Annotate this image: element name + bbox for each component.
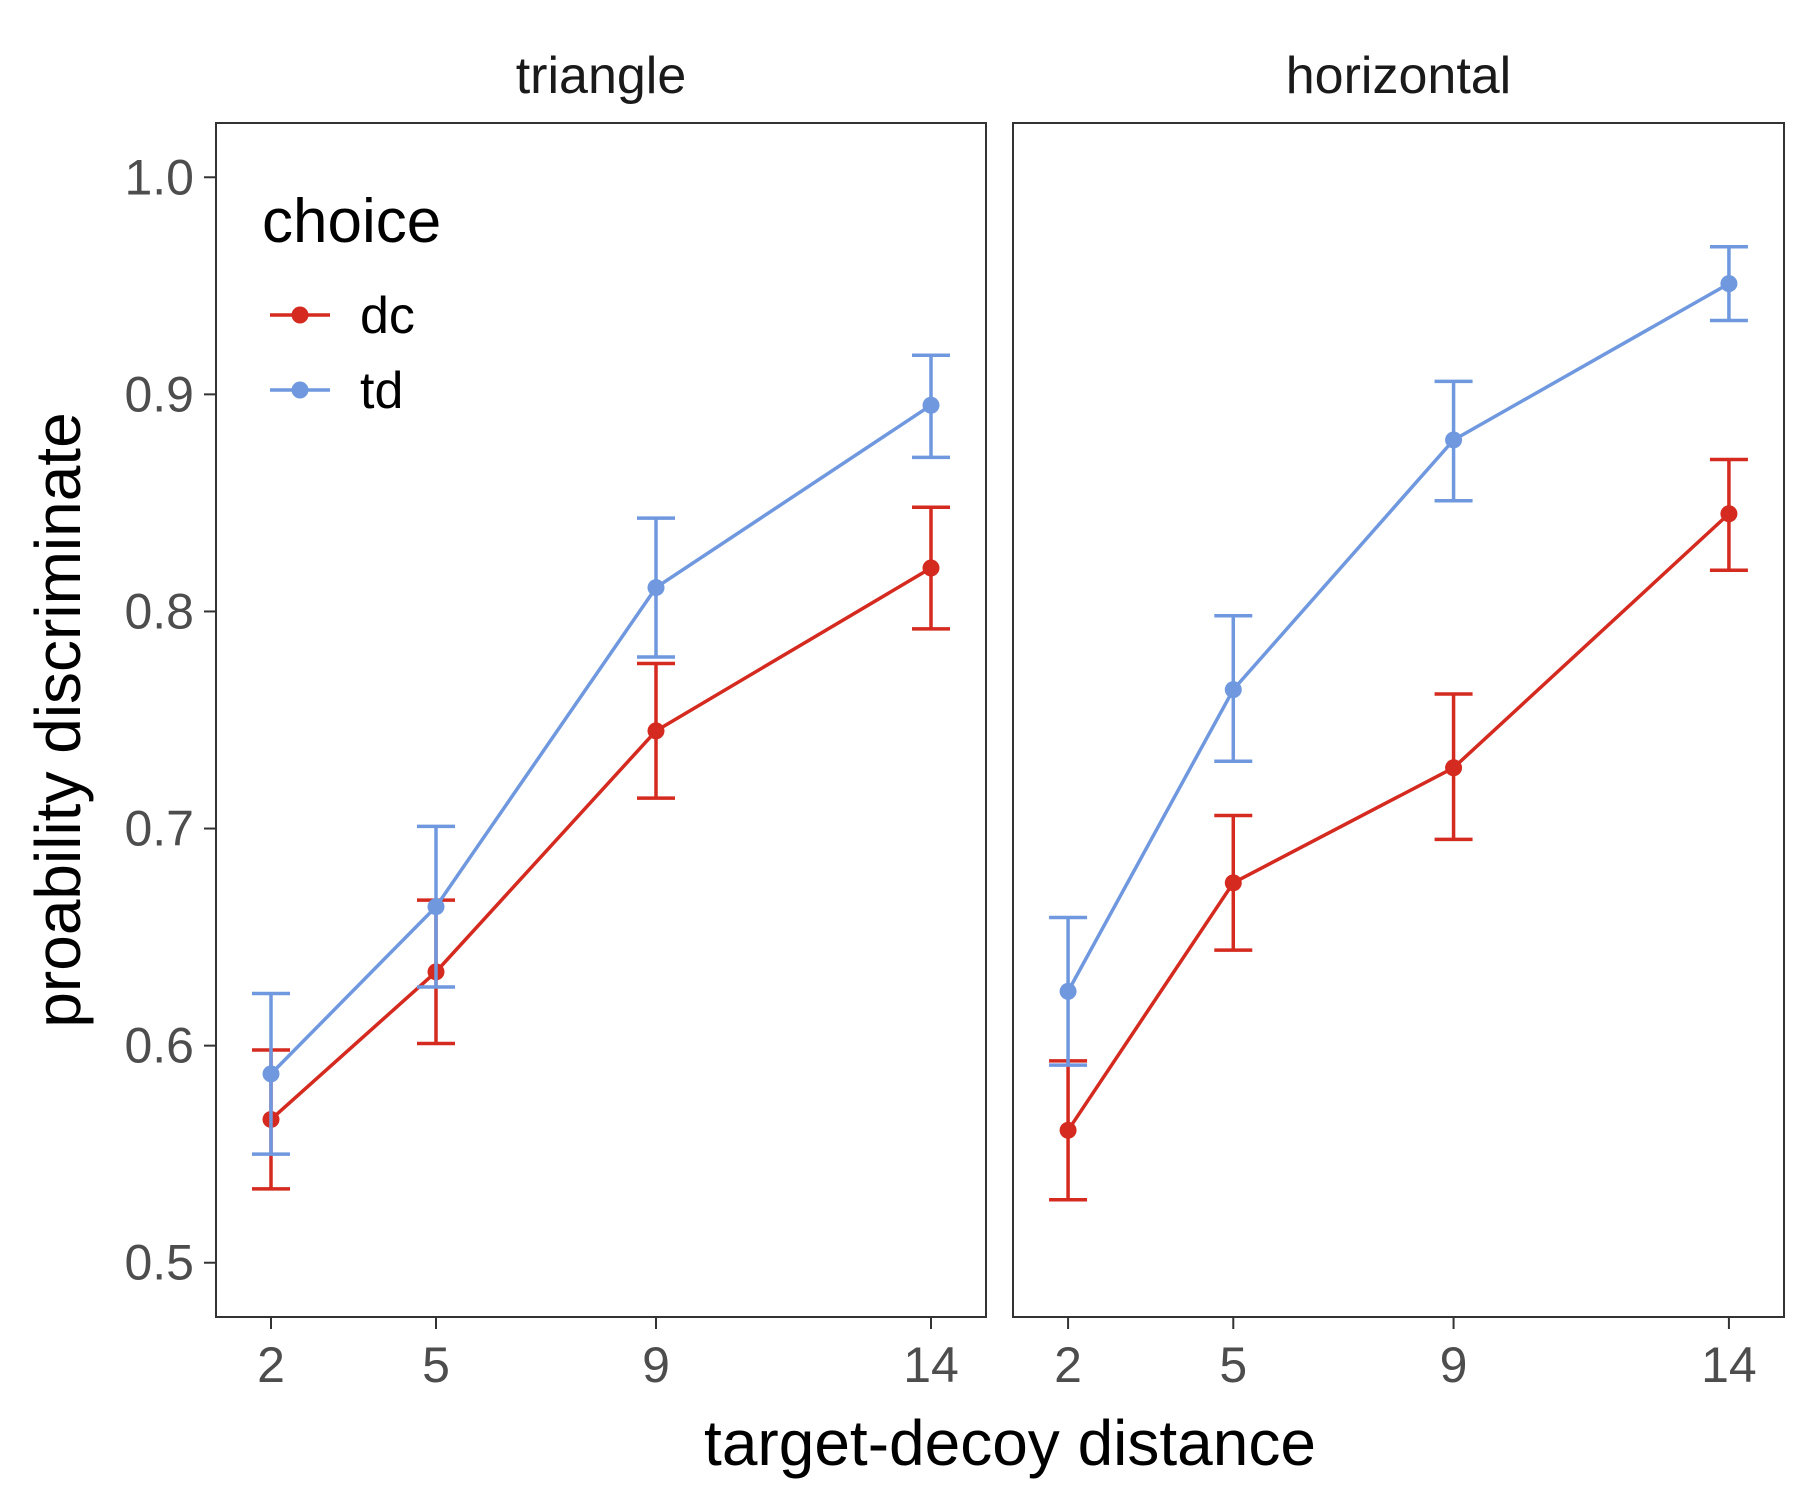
x-tick-label: 14 [903,1337,959,1393]
data-point [1720,275,1738,293]
legend-entry-dc: dc [270,287,415,345]
x-tick-label: 14 [1701,1337,1757,1393]
x-tick-label: 5 [422,1337,450,1393]
data-point [647,579,665,597]
legend-entry-td: td [270,362,403,420]
facet-panels: triangle 2 5 9 14 horizontal 2 5 9 14 [215,47,1785,1393]
y-tick-label: 0.9 [124,366,194,422]
series-dc [1049,457,1748,1202]
legend-key-point [291,381,309,399]
facet-triangle: triangle 2 5 9 14 [215,47,987,1393]
series-td [1049,244,1748,1067]
panel-border [1012,122,1785,1318]
series-line [1066,512,1731,1132]
series-dc [252,505,950,1191]
legend-label: dc [360,287,415,345]
series-td [252,353,950,1156]
legend-label: td [360,362,403,420]
y-tick-label: 0.8 [124,583,194,639]
data-point [647,722,665,740]
y-axis: 0.5 0.6 0.7 0.8 0.9 1.0 [124,149,216,1291]
data-point [922,396,940,414]
data-point [922,559,940,577]
data-point [1224,874,1242,892]
facet-title: triangle [516,47,687,105]
data-point [1059,982,1077,1000]
x-tick-label: 9 [1440,1337,1468,1393]
data-point [1445,431,1463,449]
facet-title: horizontal [1286,47,1511,105]
y-tick-label: 0.7 [124,801,194,857]
facet-horizontal: horizontal 2 5 9 14 [1012,47,1785,1393]
x-tick-label: 5 [1219,1337,1247,1393]
y-tick-label: 0.6 [124,1018,194,1074]
x-tick-label: 2 [257,1337,285,1393]
panel-border [215,122,987,1318]
y-tick-label: 1.0 [124,149,194,205]
data-point [1445,759,1463,777]
y-axis-title: proability discriminate [22,412,94,1027]
legend-title: choice [262,187,441,256]
legend-key-point [291,306,309,324]
y-tick-label: 0.5 [124,1235,194,1291]
data-point [262,1065,280,1083]
x-tick-label: 9 [642,1337,670,1393]
data-point [427,898,445,916]
series-line [1066,282,1730,993]
data-point [1224,681,1242,699]
series-line [269,403,932,1076]
x-tick-label: 2 [1054,1337,1082,1393]
data-point [1059,1121,1077,1139]
data-point [1720,505,1738,523]
series-line [269,566,932,1121]
x-axis-title: target-decoy distance [704,1407,1316,1479]
legend: choice dc td [262,187,441,420]
